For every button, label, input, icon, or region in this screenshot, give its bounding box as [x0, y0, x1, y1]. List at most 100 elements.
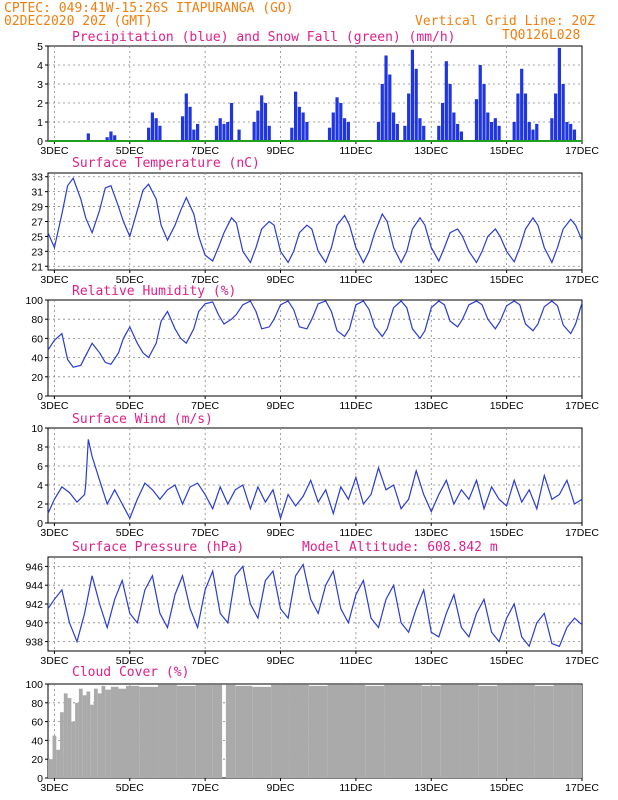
- precip-bar: [256, 110, 260, 141]
- precip-bar: [267, 125, 271, 141]
- x-tick-label: 13DEC: [414, 145, 448, 157]
- y-tick-label: 940: [25, 618, 43, 630]
- x-tick-label: 11DEC: [339, 655, 372, 667]
- y-tick-label: 4: [37, 60, 43, 72]
- x-tick-label: 9DEC: [267, 782, 295, 794]
- x-tick-label: 7DEC: [191, 782, 219, 794]
- humidity-title: Relative Humidity (%): [72, 284, 236, 299]
- cloud-bar: [572, 684, 582, 778]
- precip-bar: [554, 93, 558, 141]
- x-tick-label: 13DEC: [414, 782, 448, 794]
- x-tick-label: 7DEC: [191, 274, 219, 286]
- precipitation-panel: 3DEC 5DEC 7DEC 9DEC 11DEC 13DEC 15DEC 17DEC 0 1 2 3…: [37, 41, 599, 157]
- precip-bar: [105, 137, 109, 141]
- cloud-bar: [78, 688, 83, 778]
- y-tick-label: 31: [31, 187, 43, 199]
- y-tick-label: 938: [25, 637, 43, 649]
- precip-bar: [459, 131, 464, 141]
- precip-bar: [184, 93, 188, 141]
- precip-bar: [327, 127, 332, 141]
- y-tick-label: 5: [37, 41, 43, 53]
- y-tick-label: 100: [25, 295, 43, 307]
- y-tick-label: 2: [37, 499, 43, 511]
- precip-bar: [395, 123, 399, 141]
- precip-bar: [158, 125, 162, 141]
- x-tick-label: 9DEC: [267, 400, 295, 412]
- x-tick-label: 7DEC: [191, 145, 219, 157]
- y-tick-label: 8: [37, 442, 43, 454]
- cloud-bar: [327, 684, 347, 778]
- cloud-bar: [82, 695, 87, 778]
- cloud-bar: [93, 688, 98, 778]
- precip-bar: [482, 84, 486, 141]
- x-tick-label: 15DEC: [490, 274, 524, 286]
- cloud-bar: [71, 721, 76, 778]
- cloud-bar: [63, 693, 68, 778]
- y-tick-label: 942: [25, 599, 43, 611]
- precip-bar: [391, 112, 396, 141]
- temperature-title: Surface Temperature (nC): [72, 156, 260, 171]
- precip-bar: [512, 122, 516, 141]
- cloud-bar: [52, 735, 57, 778]
- y-tick-label: 20: [31, 754, 43, 766]
- x-tick-label: 9DEC: [267, 145, 295, 157]
- precip-bar: [456, 123, 460, 141]
- precip-bar: [516, 93, 520, 141]
- x-tick-label: 11DEC: [339, 400, 372, 412]
- precip-bar: [535, 123, 539, 141]
- x-tick-label: 3DEC: [40, 527, 68, 539]
- x-tick-label: 3DEC: [40, 655, 68, 667]
- precip-bar: [414, 68, 418, 141]
- y-tick-label: 21: [31, 261, 43, 273]
- precip-bar: [150, 112, 154, 141]
- x-tick-label: 11DEC: [339, 145, 372, 157]
- x-tick-label: 7DEC: [191, 527, 219, 539]
- vertical-grid-label: Vertical Grid Line: 20Z: [415, 14, 595, 29]
- precip-bar: [305, 122, 309, 141]
- cloud-bar: [60, 712, 64, 778]
- y-tick-label: 946: [25, 561, 43, 573]
- y-tick-label: 80: [31, 698, 43, 710]
- precip-bar: [452, 112, 456, 141]
- plot-frame: [47, 45, 583, 142]
- wind-panel: 3DEC 5DEC 7DEC 9DEC 11DEC 13DEC 15DEC 17DEC 0 2 4 6…: [31, 423, 599, 539]
- cloud-bar: [126, 685, 140, 778]
- x-tick-label: 13DEC: [414, 527, 448, 539]
- precip-bar: [342, 118, 347, 141]
- x-tick-label: 13DEC: [414, 655, 448, 667]
- y-tick-label: 60: [31, 717, 43, 729]
- x-tick-label: 15DEC: [490, 782, 524, 794]
- precip-bar: [565, 122, 569, 141]
- x-tick-label: 17DEC: [565, 274, 599, 286]
- x-tick-label: 11DEC: [339, 782, 372, 794]
- precip-bar: [335, 97, 339, 141]
- x-tick-label: 3DEC: [40, 400, 68, 412]
- x-tick-label: 15DEC: [490, 527, 524, 539]
- precip-bar: [218, 118, 222, 141]
- precip-bar: [196, 123, 200, 141]
- series-line: [47, 300, 583, 368]
- precip-bar: [527, 122, 531, 141]
- cloud-bar: [195, 684, 213, 778]
- cloud-title: Cloud Cover (%): [72, 665, 189, 680]
- precip-bar: [293, 91, 298, 141]
- y-tick-label: 1: [37, 117, 43, 129]
- x-tick-label: 9DEC: [267, 655, 295, 667]
- precip-bar: [403, 125, 407, 141]
- x-tick-label: 17DEC: [565, 655, 599, 667]
- cloud-bar: [516, 684, 535, 778]
- x-tick-label: 17DEC: [565, 145, 599, 157]
- temperature-panel: 3DEC 5DEC 7DEC 9DEC 11DEC 13DEC 15DEC 17DEC 21 23…: [31, 172, 599, 286]
- y-tick-label: 80: [31, 314, 43, 326]
- precip-bar: [384, 55, 388, 141]
- cloud-bar: [459, 684, 479, 778]
- cloud-bar: [75, 702, 79, 778]
- precip-bar: [474, 99, 479, 141]
- cloud-bar: [225, 684, 236, 778]
- precip-bar: [489, 122, 494, 141]
- precip-bar: [523, 93, 528, 141]
- y-tick-label: 20: [31, 372, 43, 384]
- precip-bar: [376, 122, 381, 141]
- precip-bar: [346, 122, 350, 141]
- cloud-bar: [365, 685, 385, 778]
